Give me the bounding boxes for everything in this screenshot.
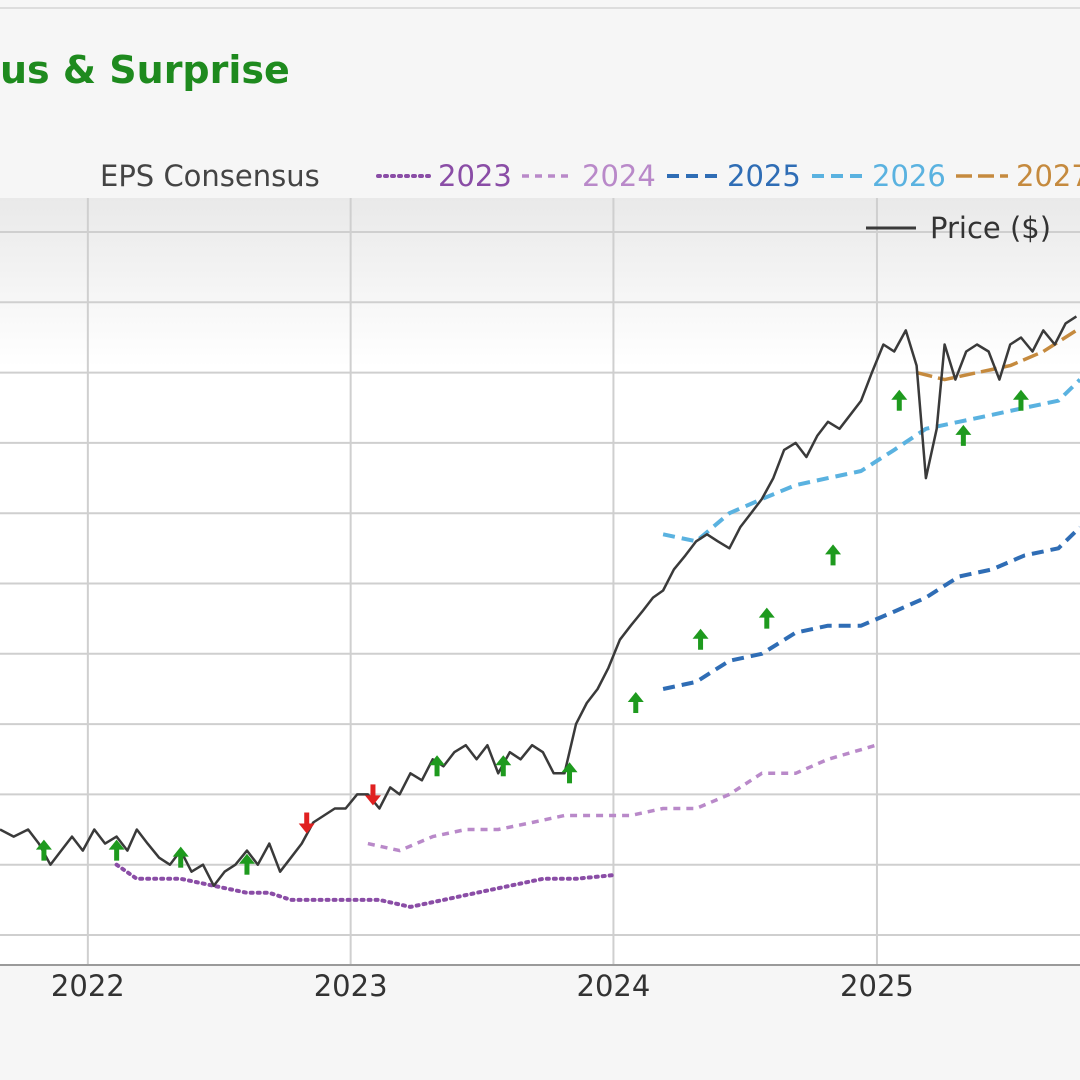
series-line-price xyxy=(0,315,1078,888)
surprise-up-arrow-icon xyxy=(891,389,908,411)
surprise-markers xyxy=(35,389,1029,875)
series-line-2024 xyxy=(367,743,877,853)
surprise-down-arrow-icon xyxy=(298,812,315,834)
legend-item-2027: 2027 xyxy=(956,159,1080,193)
svg-text:2024: 2024 xyxy=(582,159,656,193)
surprise-up-arrow-icon xyxy=(692,628,709,650)
plot-area xyxy=(0,198,1080,965)
surprise-up-arrow-icon xyxy=(758,607,775,629)
x-tick-label: 2024 xyxy=(577,969,651,1003)
legend-item-2023: 2023 xyxy=(376,159,512,193)
legend-item-2026: 2026 xyxy=(812,159,946,193)
chart-title: us & Surprise xyxy=(0,48,290,92)
svg-text:2026: 2026 xyxy=(872,159,946,193)
surprise-up-arrow-icon xyxy=(429,755,446,777)
surprise-up-arrow-icon xyxy=(561,762,578,784)
surprise-up-arrow-icon xyxy=(1012,389,1029,411)
surprise-up-arrow-icon xyxy=(172,846,189,868)
x-tick-label: 2023 xyxy=(314,969,388,1003)
x-axis-ticks: 2022 2023 2024 2025 xyxy=(51,969,914,1003)
svg-text:2027: 2027 xyxy=(1016,159,1080,193)
x-tick-label: 2022 xyxy=(51,969,125,1003)
legend-item-price: Price ($) xyxy=(866,211,1051,245)
legend-item-2025: 2025 xyxy=(667,159,801,193)
surprise-up-arrow-icon xyxy=(35,839,52,861)
surprise-up-arrow-icon xyxy=(627,692,644,714)
series-line-2025 xyxy=(662,525,1080,691)
surprise-up-arrow-icon xyxy=(495,755,512,777)
surprise-up-arrow-icon xyxy=(108,839,125,861)
surprise-up-arrow-icon xyxy=(238,853,255,875)
surprise-up-arrow-icon xyxy=(955,424,972,446)
svg-text:Price ($): Price ($) xyxy=(930,211,1051,245)
series-line-2023 xyxy=(114,862,615,909)
legend-item-2024: 2024 xyxy=(522,159,656,193)
series-line-2027 xyxy=(916,328,1078,382)
surprise-up-arrow-icon xyxy=(825,544,842,566)
surprise-down-arrow-icon xyxy=(364,784,381,806)
legend: EPS Consensus 2023 2024 2025 2026 2027 Price (… xyxy=(100,159,1080,245)
svg-text:2023: 2023 xyxy=(438,159,512,193)
svg-text:2025: 2025 xyxy=(727,159,801,193)
x-tick-label: 2025 xyxy=(840,969,914,1003)
legend-title: EPS Consensus xyxy=(100,159,320,193)
